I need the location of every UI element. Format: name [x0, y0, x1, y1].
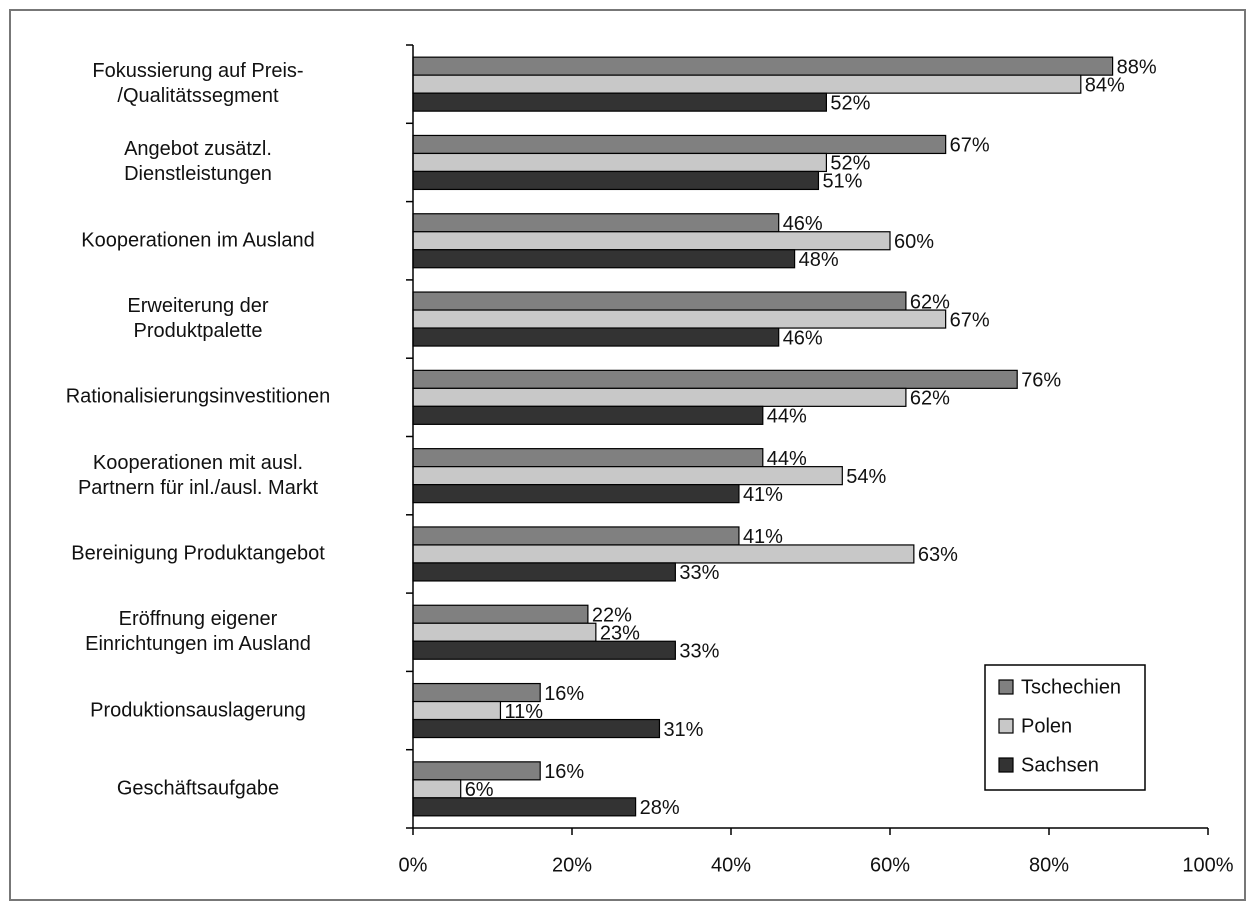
bar — [412, 387, 907, 407]
x-tick-label: 60% — [870, 854, 910, 876]
category-label: Produktionsauslagerung — [90, 699, 306, 722]
value-label: 41% — [743, 526, 783, 548]
value-label: 46% — [783, 327, 823, 349]
frame — [9, 9, 1246, 901]
value-label: 62% — [910, 388, 950, 410]
value-label: 44% — [767, 448, 807, 470]
bar — [412, 718, 661, 739]
value-label: 33% — [679, 641, 719, 663]
bar — [412, 526, 740, 546]
x-tick-label: 40% — [711, 854, 751, 876]
bar — [412, 327, 780, 347]
x-tick-label: 100% — [1182, 854, 1233, 876]
value-label: 63% — [918, 544, 958, 566]
value-label: 54% — [846, 466, 886, 488]
value-label: 52% — [830, 92, 870, 114]
value-label: 23% — [600, 623, 640, 645]
bar — [412, 231, 891, 251]
category-label: Geschäftsaufgabe — [116, 777, 280, 800]
value-label: 6% — [465, 779, 494, 801]
value-label: 76% — [1021, 370, 1061, 392]
legend-label: Sachsen — [1021, 754, 1099, 776]
bar — [412, 682, 541, 703]
x-tick-label: 80% — [1029, 854, 1069, 876]
bar — [412, 56, 1114, 76]
value-label: 28% — [640, 797, 680, 819]
legend-swatch — [998, 718, 1014, 734]
category-label: Rationalisierungsinvestitionen — [65, 385, 331, 408]
bar — [412, 92, 827, 112]
value-label: 62% — [910, 291, 950, 313]
value-label: 52% — [830, 153, 870, 175]
bar — [412, 448, 764, 468]
category-label: Kooperationen mit ausl. Partnern für inl… — [77, 451, 319, 499]
legend-label: Polen — [1021, 715, 1072, 737]
value-label: 16% — [544, 683, 584, 705]
bar — [412, 544, 915, 564]
legend-label: Tschechien — [1021, 676, 1121, 698]
bar — [412, 484, 740, 504]
bar — [412, 604, 589, 624]
value-label: 22% — [592, 605, 632, 627]
value-label: 46% — [783, 213, 823, 235]
value-label: 84% — [1085, 74, 1125, 96]
category-label: Erweiterung der Produktpalette — [127, 295, 269, 343]
bar — [412, 779, 462, 799]
bar — [412, 700, 502, 721]
bar — [412, 466, 843, 486]
value-label: 41% — [743, 484, 783, 506]
value-label: 31% — [663, 719, 703, 741]
bar — [412, 622, 597, 642]
value-label: 48% — [799, 249, 839, 271]
bar — [412, 309, 947, 329]
value-label: 60% — [894, 231, 934, 253]
x-tick-label: 0% — [399, 854, 428, 876]
value-label: 11% — [504, 701, 543, 723]
legend-swatch — [998, 679, 1014, 695]
bar — [412, 562, 676, 582]
category-label: Kooperationen im Ausland — [81, 229, 315, 252]
value-label: 67% — [950, 309, 990, 331]
category-label: Eröffnung eigener Einrichtungen im Ausla… — [85, 608, 311, 656]
bar — [412, 405, 764, 425]
bar — [412, 134, 947, 155]
bar — [412, 369, 1018, 389]
x-tick-label: 20% — [552, 854, 592, 876]
category-label: Fokussierung auf Preis- /Qualitätssegmen… — [92, 60, 304, 108]
value-label: 33% — [679, 562, 719, 584]
bar — [412, 797, 637, 817]
value-label: 67% — [950, 135, 990, 157]
bar — [412, 74, 1082, 94]
bar — [412, 213, 780, 233]
value-label: 44% — [767, 406, 807, 428]
bar — [412, 249, 796, 269]
bar — [412, 170, 820, 191]
legend-swatch — [998, 757, 1014, 773]
bar — [412, 640, 676, 660]
category-label: Angebot zusätzl. Dienstleistungen — [124, 138, 272, 186]
value-label: 88% — [1117, 56, 1157, 78]
category-label: Bereinigung Produktangebot — [71, 542, 325, 565]
bar — [412, 152, 827, 173]
bar — [412, 291, 907, 311]
bar — [412, 761, 541, 781]
value-label: 51% — [822, 171, 862, 193]
value-label: 16% — [544, 761, 584, 783]
